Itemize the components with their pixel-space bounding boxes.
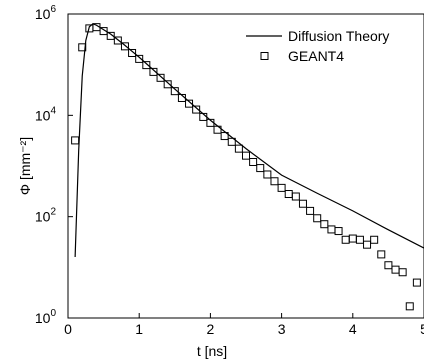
y-tick-base: 10 [35, 209, 51, 225]
legend-label: Diffusion Theory [288, 28, 389, 44]
marker [306, 206, 315, 215]
marker [234, 144, 243, 153]
marker [135, 54, 144, 63]
x-tick-label: 3 [278, 321, 286, 337]
marker [363, 240, 372, 249]
y-tick-exponent: 4 [50, 105, 56, 116]
y-tick-label: 104 [35, 105, 57, 123]
marker [341, 235, 350, 244]
y-tick-label: 100 [35, 308, 57, 326]
marker [320, 220, 329, 229]
marker [120, 42, 129, 51]
marker [213, 125, 222, 134]
marker [270, 177, 279, 186]
y-tick-label: 106 [35, 4, 57, 22]
y-tick-base: 10 [35, 310, 51, 326]
marker [391, 265, 400, 274]
marker [206, 118, 215, 127]
y-tick-base: 10 [35, 107, 51, 123]
marker [277, 183, 286, 192]
y-tick-exponent: 6 [50, 4, 56, 15]
marker [128, 48, 137, 57]
y-tick-label: 102 [35, 207, 57, 225]
marker [149, 67, 158, 76]
x-tick-label: 1 [135, 321, 143, 337]
x-tick-label: 2 [207, 321, 215, 337]
marker [334, 227, 343, 236]
marker [256, 164, 265, 173]
marker [99, 27, 108, 36]
marker [156, 73, 165, 82]
plot-frame [67, 13, 424, 319]
marker [227, 137, 236, 146]
marker [192, 105, 201, 114]
marker [327, 225, 336, 234]
legend-marker [260, 52, 269, 60]
marker [263, 170, 272, 179]
marker [106, 31, 115, 40]
marker [220, 132, 229, 141]
marker [185, 99, 194, 108]
marker [242, 151, 250, 160]
marker [71, 136, 80, 145]
x-tick-label: 4 [349, 321, 357, 337]
x-tick-label: 0 [64, 321, 72, 337]
marker [370, 235, 379, 244]
y-tick-base: 10 [35, 6, 51, 22]
marker [199, 112, 208, 121]
marker [170, 87, 179, 96]
marker [405, 302, 414, 311]
y-tick-exponent: 2 [50, 207, 56, 218]
marker [377, 250, 386, 259]
y-axis-label: Φ [mm⁻²] [17, 137, 33, 195]
marker [313, 214, 322, 223]
line [74, 23, 424, 258]
marker [163, 80, 172, 89]
marker [384, 261, 393, 270]
marker [78, 43, 87, 52]
x-axis-label: t [ns] [197, 343, 227, 359]
marker [284, 190, 293, 199]
legend-label: GEANT4 [288, 48, 344, 64]
marker [298, 199, 307, 208]
y-tick-exponent: 0 [50, 308, 56, 319]
marker [398, 268, 407, 277]
marker [348, 234, 357, 243]
marker [249, 157, 258, 166]
marker [142, 61, 151, 70]
marker [113, 36, 122, 45]
marker [355, 235, 364, 244]
marker [177, 93, 186, 102]
marker [291, 192, 300, 201]
marker [412, 278, 421, 287]
x-tick-label: 5 [420, 321, 424, 337]
